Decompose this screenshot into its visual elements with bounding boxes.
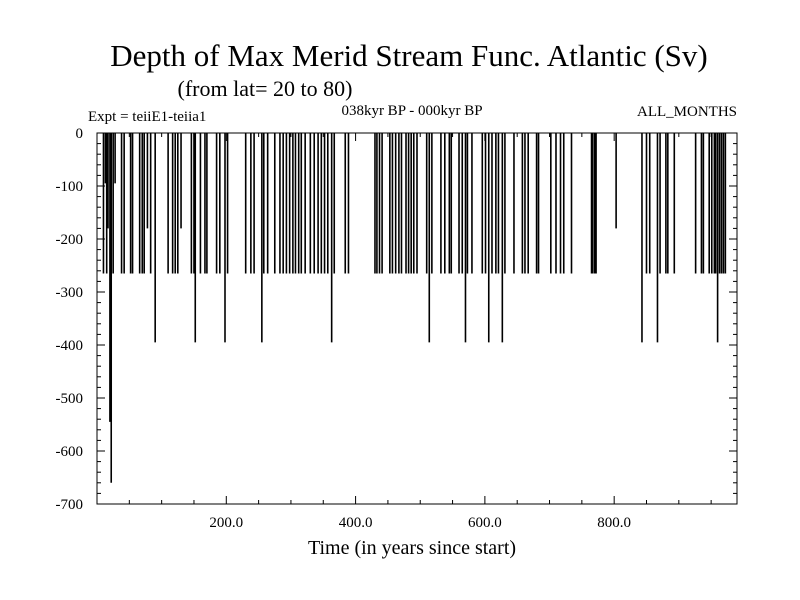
period-label: 038kyr BP - 000kyr BP	[341, 103, 482, 119]
y-tick-label: -400	[56, 338, 84, 354]
y-tick-label: -500	[56, 391, 84, 407]
months-label: ALL_MONTHS	[637, 104, 737, 120]
y-tick-label: 0	[76, 126, 84, 142]
x-tick-label: 400.0	[339, 515, 373, 531]
x-axis: 200.0 400.0 600.0 800.0	[128, 133, 712, 531]
y-tick-label: -100	[56, 179, 84, 195]
chart-title: Depth of Max Merid Stream Func. Atlantic…	[110, 38, 708, 73]
x-tick-label: 600.0	[468, 515, 502, 531]
y-axis: 0 -100 -200 -300 -400 -500 -600 -700	[56, 126, 737, 513]
spike-series	[102, 133, 727, 483]
y-tick-label: -600	[56, 444, 84, 460]
y-tick-label: -300	[56, 285, 84, 301]
chart-subtitle: (from lat= 20 to 80)	[178, 76, 353, 101]
plot-frame	[96, 132, 738, 505]
x-axis-label: Time (in years since start)	[308, 537, 516, 559]
x-tick-label: 200.0	[209, 515, 243, 531]
x-tick-label: 800.0	[597, 515, 631, 531]
y-tick-label: -200	[56, 232, 84, 248]
y-tick-label: -700	[56, 497, 84, 513]
experiment-label: Expt = teiiE1-teiia1	[88, 109, 206, 125]
